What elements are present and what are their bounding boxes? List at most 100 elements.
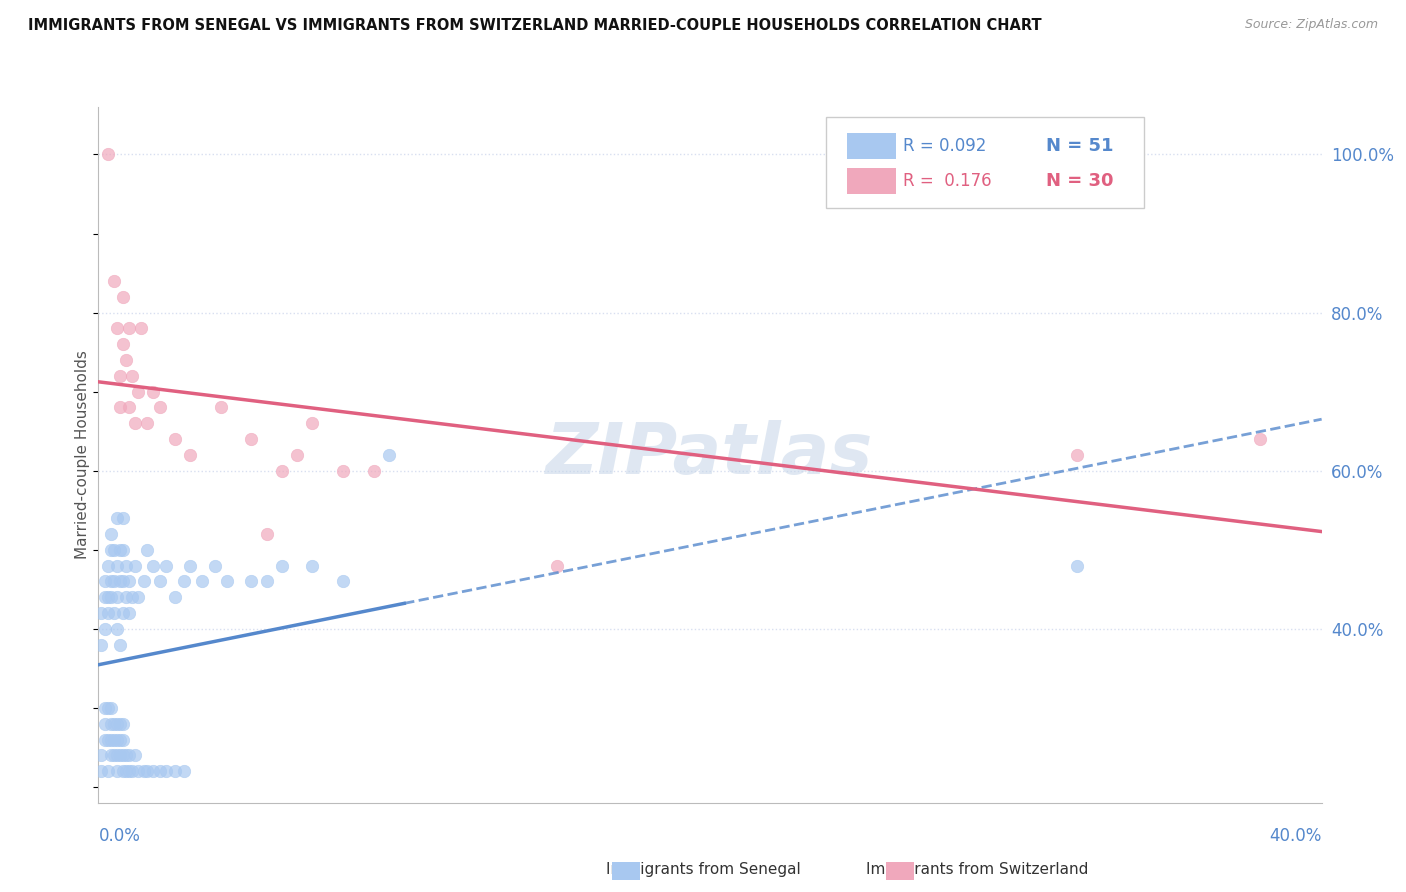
Point bbox=[149, 401, 172, 415]
Point bbox=[105, 716, 128, 731]
Point bbox=[97, 606, 120, 620]
Point bbox=[108, 748, 131, 763]
Point bbox=[301, 558, 323, 573]
Point bbox=[97, 558, 120, 573]
Point bbox=[97, 764, 120, 779]
Point bbox=[103, 606, 125, 620]
Point bbox=[100, 542, 122, 557]
Bar bbox=[846, 133, 896, 159]
Point bbox=[108, 638, 131, 652]
Point bbox=[240, 432, 263, 446]
Point bbox=[270, 464, 292, 478]
Point bbox=[108, 542, 131, 557]
Point bbox=[111, 732, 134, 747]
Point bbox=[100, 732, 122, 747]
Point bbox=[215, 574, 238, 589]
Point bbox=[179, 558, 201, 573]
Point bbox=[155, 764, 177, 779]
Point bbox=[163, 764, 186, 779]
Point bbox=[111, 606, 134, 620]
Point bbox=[149, 764, 172, 779]
Point bbox=[103, 574, 125, 589]
Point bbox=[163, 432, 186, 446]
Point bbox=[124, 748, 146, 763]
Text: N = 30: N = 30 bbox=[1046, 172, 1114, 190]
Text: Immigrants from Senegal: Immigrants from Senegal bbox=[606, 863, 800, 877]
Point bbox=[115, 353, 138, 368]
Point bbox=[136, 764, 159, 779]
Point bbox=[115, 748, 138, 763]
Point bbox=[121, 764, 143, 779]
Point bbox=[285, 448, 308, 462]
Point bbox=[270, 558, 292, 573]
Point bbox=[256, 527, 278, 541]
Point bbox=[105, 558, 128, 573]
Point bbox=[100, 748, 122, 763]
Point bbox=[108, 368, 131, 383]
Text: Source: ZipAtlas.com: Source: ZipAtlas.com bbox=[1244, 18, 1378, 31]
Point bbox=[115, 558, 138, 573]
Point bbox=[118, 764, 141, 779]
Point bbox=[100, 574, 122, 589]
Point bbox=[115, 764, 138, 779]
Point bbox=[97, 701, 120, 715]
Point bbox=[142, 764, 165, 779]
Point bbox=[363, 464, 385, 478]
Point bbox=[301, 417, 323, 431]
Point bbox=[100, 716, 122, 731]
Point bbox=[118, 574, 141, 589]
Point bbox=[121, 368, 143, 383]
Point bbox=[118, 748, 141, 763]
Point bbox=[124, 558, 146, 573]
Point bbox=[127, 764, 149, 779]
Point bbox=[90, 748, 112, 763]
Point bbox=[93, 591, 115, 605]
Point bbox=[378, 448, 401, 462]
Point bbox=[111, 542, 134, 557]
Text: Immigrants from Switzerland: Immigrants from Switzerland bbox=[866, 863, 1088, 877]
Point bbox=[142, 384, 165, 399]
Text: N = 51: N = 51 bbox=[1046, 137, 1114, 155]
Text: IMMIGRANTS FROM SENEGAL VS IMMIGRANTS FROM SWITZERLAND MARRIED-COUPLE HOUSEHOLDS: IMMIGRANTS FROM SENEGAL VS IMMIGRANTS FR… bbox=[28, 18, 1042, 33]
Point bbox=[103, 542, 125, 557]
Point bbox=[127, 384, 149, 399]
Point bbox=[105, 511, 128, 525]
Point bbox=[134, 764, 156, 779]
Point bbox=[90, 764, 112, 779]
Text: 0.0%: 0.0% bbox=[98, 827, 141, 845]
Point bbox=[97, 147, 120, 161]
Point bbox=[93, 732, 115, 747]
Point bbox=[256, 574, 278, 589]
Point bbox=[115, 591, 138, 605]
Point bbox=[111, 748, 134, 763]
Point bbox=[191, 574, 214, 589]
Point bbox=[105, 591, 128, 605]
Point bbox=[93, 574, 115, 589]
Point bbox=[111, 716, 134, 731]
Point bbox=[103, 748, 125, 763]
Point bbox=[100, 527, 122, 541]
Point bbox=[108, 574, 131, 589]
Point bbox=[100, 591, 122, 605]
Point bbox=[332, 574, 354, 589]
Point bbox=[103, 274, 125, 288]
Point bbox=[105, 622, 128, 636]
Point bbox=[105, 732, 128, 747]
Point bbox=[118, 321, 141, 335]
Text: R = 0.092: R = 0.092 bbox=[903, 137, 987, 155]
Point bbox=[546, 558, 568, 573]
Point bbox=[204, 558, 226, 573]
Point bbox=[1066, 558, 1088, 573]
Point bbox=[179, 448, 201, 462]
Point bbox=[127, 591, 149, 605]
Point bbox=[1249, 432, 1271, 446]
Point bbox=[209, 401, 232, 415]
Point bbox=[111, 337, 134, 351]
Point bbox=[129, 321, 152, 335]
Point bbox=[90, 638, 112, 652]
Point bbox=[155, 558, 177, 573]
Point bbox=[173, 764, 195, 779]
Point bbox=[103, 716, 125, 731]
Bar bbox=[846, 168, 896, 194]
Point bbox=[111, 511, 134, 525]
